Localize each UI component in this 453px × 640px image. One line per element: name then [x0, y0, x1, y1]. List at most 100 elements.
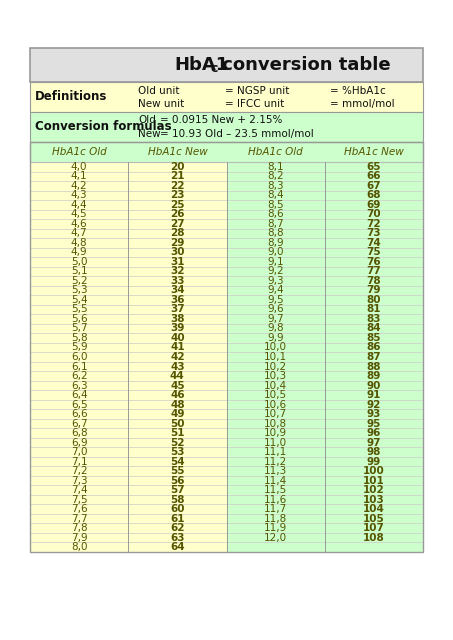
Text: 10,9: 10,9 — [264, 428, 287, 438]
Bar — [226, 400, 423, 410]
Text: 4,9: 4,9 — [71, 248, 87, 257]
Text: 4,3: 4,3 — [71, 190, 87, 200]
Bar — [226, 514, 423, 524]
Text: 5,3: 5,3 — [71, 285, 87, 296]
Text: 104: 104 — [363, 504, 385, 514]
Text: 10,4: 10,4 — [264, 381, 287, 390]
Text: 28: 28 — [170, 228, 185, 238]
Text: 23: 23 — [170, 190, 185, 200]
Text: 105: 105 — [363, 514, 385, 524]
Text: 84: 84 — [366, 323, 381, 333]
Bar — [30, 181, 226, 191]
Text: 8,8: 8,8 — [267, 228, 284, 238]
Text: 7,4: 7,4 — [71, 485, 87, 495]
Bar — [226, 485, 423, 495]
Bar — [30, 238, 226, 248]
Bar — [30, 142, 423, 162]
Bar — [30, 162, 226, 172]
Bar — [30, 200, 226, 209]
Text: 7,9: 7,9 — [71, 532, 87, 543]
Bar — [30, 447, 226, 457]
Text: 8,2: 8,2 — [267, 172, 284, 181]
Text: 69: 69 — [366, 200, 381, 210]
Text: 4,2: 4,2 — [71, 180, 87, 191]
Text: 6,4: 6,4 — [71, 390, 87, 400]
Text: 6,9: 6,9 — [71, 438, 87, 447]
Text: 8,1: 8,1 — [267, 162, 284, 172]
Text: 5,2: 5,2 — [71, 276, 87, 286]
Text: 4,7: 4,7 — [71, 228, 87, 238]
Bar — [226, 504, 423, 514]
Bar — [30, 476, 226, 485]
Bar — [226, 533, 423, 543]
Text: 9,8: 9,8 — [267, 323, 284, 333]
Text: = NGSP unit: = NGSP unit — [225, 86, 289, 96]
Text: 37: 37 — [170, 305, 185, 314]
Text: 87: 87 — [366, 352, 381, 362]
Text: 20: 20 — [170, 162, 185, 172]
Text: 6,0: 6,0 — [71, 352, 87, 362]
Text: = 0.0915 New + 2.15%: = 0.0915 New + 2.15% — [160, 115, 282, 125]
Bar — [226, 362, 423, 371]
Text: 42: 42 — [170, 352, 185, 362]
Bar — [30, 381, 226, 390]
Bar — [226, 305, 423, 314]
Text: 4,8: 4,8 — [71, 238, 87, 248]
Text: 11,9: 11,9 — [264, 524, 287, 533]
Bar — [30, 276, 226, 285]
Text: 54: 54 — [170, 456, 185, 467]
Text: 45: 45 — [170, 381, 185, 390]
Bar — [30, 257, 226, 267]
Text: Old unit: Old unit — [138, 86, 179, 96]
Text: Definitions: Definitions — [35, 90, 107, 104]
Bar — [226, 257, 423, 267]
Bar — [30, 428, 226, 438]
Text: 5,6: 5,6 — [71, 314, 87, 324]
Text: 4,0: 4,0 — [71, 162, 87, 172]
Bar — [226, 324, 423, 333]
Text: = 10.93 Old – 23.5 mmol/mol: = 10.93 Old – 23.5 mmol/mol — [160, 129, 314, 139]
Text: = %HbA1c: = %HbA1c — [330, 86, 386, 96]
Text: 9,5: 9,5 — [267, 295, 284, 305]
Bar — [226, 428, 423, 438]
Bar — [30, 495, 226, 504]
Text: 9,0: 9,0 — [267, 248, 284, 257]
Text: 85: 85 — [366, 333, 381, 343]
Text: 22: 22 — [170, 180, 185, 191]
Bar — [226, 352, 423, 362]
Text: 4,6: 4,6 — [71, 219, 87, 229]
Bar — [30, 314, 226, 324]
Text: HbA1c Old: HbA1c Old — [52, 147, 106, 157]
Text: 60: 60 — [170, 504, 185, 514]
Bar — [226, 343, 423, 352]
Text: 7,3: 7,3 — [71, 476, 87, 486]
Text: 8,9: 8,9 — [267, 238, 284, 248]
Text: 6,5: 6,5 — [71, 399, 87, 410]
Text: 80: 80 — [366, 295, 381, 305]
Text: 34: 34 — [170, 285, 185, 296]
Text: 8,3: 8,3 — [267, 180, 284, 191]
Bar — [226, 371, 423, 381]
Text: 44: 44 — [170, 371, 185, 381]
Text: 9,9: 9,9 — [267, 333, 284, 343]
Text: New unit: New unit — [138, 99, 184, 109]
Text: 78: 78 — [366, 276, 381, 286]
Bar — [226, 438, 423, 447]
Bar — [30, 285, 226, 295]
Text: 92: 92 — [366, 399, 381, 410]
Text: 56: 56 — [170, 476, 185, 486]
Text: 74: 74 — [366, 238, 381, 248]
Bar — [30, 362, 226, 371]
Text: 36: 36 — [170, 295, 185, 305]
Text: 40: 40 — [170, 333, 185, 343]
Text: 103: 103 — [363, 495, 385, 505]
Bar — [30, 524, 226, 533]
Text: 95: 95 — [366, 419, 381, 429]
Text: 6,2: 6,2 — [71, 371, 87, 381]
Bar — [30, 504, 226, 514]
Text: 41: 41 — [170, 342, 185, 353]
Text: HbA1c New: HbA1c New — [344, 147, 404, 157]
Text: 10,7: 10,7 — [264, 409, 287, 419]
Text: c: c — [211, 63, 218, 76]
Text: 65: 65 — [366, 162, 381, 172]
